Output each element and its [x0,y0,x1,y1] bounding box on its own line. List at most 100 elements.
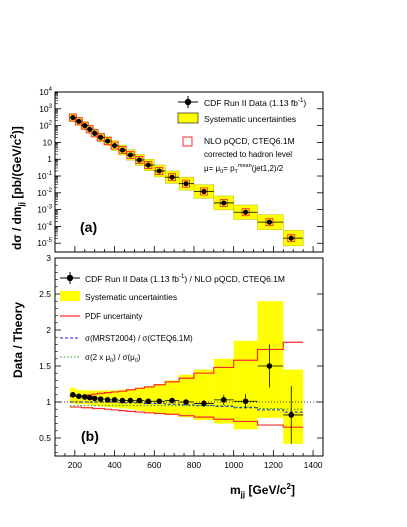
bottom-data-point [86,394,93,401]
top-plot-frame [54,91,324,253]
bottom-plot-frame [54,257,324,457]
bottom-systematic-bin [165,380,180,415]
bottom-x-axis-title: mjj [GeV/c2] [230,482,295,499]
legend-note-1: corrected to hadron level [204,150,292,159]
bottom-data-point [91,395,98,402]
bottom-y-tick-label: 3 [46,253,51,263]
top-y-tick-label: 1 [47,154,52,164]
top-data-point [136,157,142,163]
legend-note-2: μ= μ0= pTmean(jet1,2)/2 [204,163,284,175]
bottom-y-ticks: 0.5 1 1.5 2 2.5 3 [39,253,323,453]
bottom-data-point [104,397,111,403]
bottom-x-tick-label: 1000 [224,460,243,470]
top-data-point [76,118,82,124]
legend-data-marker [184,98,192,106]
bottom-data-points [69,344,304,444]
top-data-point [169,174,175,180]
top-y-tick-label: 10-2 [37,188,52,198]
top-y-tick-label: 10-1 [37,171,52,181]
bottom-panel-label: (b) [81,428,99,444]
top-nlo-marker [74,117,83,126]
bottom-data-point [81,394,88,400]
bottom-y-axis-title: Data / Theory [11,302,25,378]
bottom-y-tick-label: 2 [46,325,51,335]
bottom-x-tick-label: 600 [147,460,161,470]
top-data-point [87,126,93,132]
bottom-y-tick-label: 0.5 [39,433,51,443]
legend-syst-label: Systematic uncertainties [204,114,296,124]
bottom-x-tick-label: 800 [187,460,201,470]
bottom-x-tick-label: 1400 [304,460,323,470]
bottom-x-tick-label: 200 [68,460,82,470]
top-y-tick-label: 104 [39,87,52,97]
top-data-point [266,219,272,225]
bottom-data-point [127,397,134,404]
top-data-point [119,147,126,153]
bottom-data-point [119,397,126,404]
legend-syst-swatch [177,112,199,124]
bottom-legend-data-label: CDF Run II Data (1.13 fb-1) / NLO pQCD, … [85,274,285,284]
bottom-x-tick-label: 1200 [264,460,283,470]
bottom-data-point [220,397,227,403]
bottom-pdf-upper [69,341,304,397]
top-data-point [156,168,162,174]
top-data-point [82,123,88,129]
bottom-systematic-bin [213,358,234,424]
legend-data-label: CDF Run II Data (1.13 fb-1) [204,98,306,108]
bottom-data-point [70,392,76,398]
top-data-point [92,130,98,136]
bottom-systematic-bin [283,369,304,444]
bottom-systematic-band [69,301,304,444]
top-data-point [221,200,227,206]
bottom-data-point [242,398,249,405]
bottom-data-point [76,393,82,400]
bottom-data-point [201,400,207,407]
top-x-ticks [74,246,314,252]
top-y-tick-label: 102 [39,121,52,131]
bottom-x-tick-label: 400 [107,460,121,470]
top-data-point [127,152,134,158]
top-data-point [201,188,207,195]
bottom-y-tick-label: 1.5 [39,361,51,371]
bottom-legend-data-marker [66,274,74,282]
bottom-legend-syst-swatch [60,291,80,301]
top-legend: CDF Run II Data (1.13 fb-1) Systematic u… [177,96,306,175]
top-data-point [288,235,294,241]
top-y-tick-label: 10-3 [37,205,52,215]
bottom-y-tick-label: 2.5 [39,289,51,299]
top-y-tick-label: 103 [39,104,52,114]
bottom-data-point [183,399,189,405]
bottom-data-point [169,397,175,404]
bottom-data-point [111,397,118,403]
top-data-point [98,134,104,140]
bottom-data-point [97,396,104,402]
bottom-x-ticks: 200 400 600 800 1000 1200 1400 [64,450,323,470]
top-data-points [69,114,304,241]
top-panel-label: (a) [80,219,97,235]
bottom-legend-mrst-label: σ(MRST2004) / σ(CTEQ6.1M) [85,334,193,343]
top-data-point [145,162,151,168]
top-data-point [242,209,249,215]
bottom-panel: 0.5 1 1.5 2 2.5 3 200 400 600 800 1000 1200 1400 Da… [11,253,324,499]
top-y-tick-label: 10-4 [37,221,52,231]
bottom-data-point [266,363,273,369]
bottom-legend-syst-label: Systematic uncertainties [85,292,177,302]
bottom-legend-scale-label: σ(2 x μ0) / σ(μ0) [85,353,141,364]
bottom-data-point [145,398,152,405]
bottom-pdf-band [69,341,304,428]
bottom-data-point [288,412,295,418]
legend-nlo-marker [182,136,193,147]
bottom-pdf-lower [69,406,304,428]
bottom-systematic-bin [179,374,194,418]
bottom-legend: CDF Run II Data (1.13 fb-1) / NLO pQCD, … [60,272,285,364]
top-data-point [183,181,189,187]
bottom-data-point [156,398,163,405]
top-y-tick-label: 10-5 [37,238,52,248]
top-data-point [105,138,111,144]
bottom-legend-pdf-label: PDF uncertainty [85,312,142,321]
bottom-data-point [136,397,143,404]
bottom-systematic-bin [257,301,284,418]
